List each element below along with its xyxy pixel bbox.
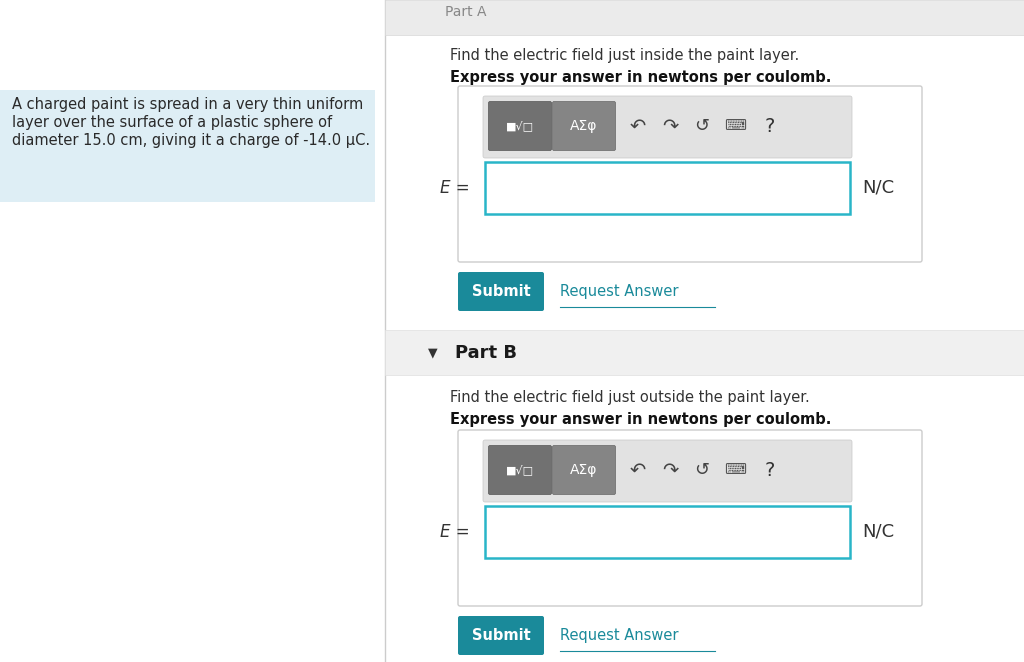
Text: layer over the surface of a plastic sphere of: layer over the surface of a plastic sphe… — [12, 115, 332, 130]
Text: ⌨: ⌨ — [724, 463, 746, 477]
Text: ■√□: ■√□ — [506, 465, 535, 475]
Text: E =: E = — [440, 523, 470, 541]
Text: Part B: Part B — [455, 344, 517, 361]
FancyBboxPatch shape — [458, 616, 544, 655]
FancyBboxPatch shape — [0, 90, 375, 202]
Text: ↺: ↺ — [694, 461, 710, 479]
Text: Request Answer: Request Answer — [560, 628, 679, 643]
Text: N/C: N/C — [862, 523, 894, 541]
Text: Part A: Part A — [445, 5, 486, 19]
Text: diameter 15.0 cm, giving it a charge of -14.0 μC.: diameter 15.0 cm, giving it a charge of … — [12, 133, 370, 148]
Text: Express your answer in newtons per coulomb.: Express your answer in newtons per coulo… — [450, 70, 831, 85]
Text: ↺: ↺ — [694, 117, 710, 135]
FancyBboxPatch shape — [385, 330, 1024, 375]
FancyBboxPatch shape — [458, 272, 544, 311]
Text: ?: ? — [765, 461, 775, 479]
Text: Find the electric field just inside the paint layer.: Find the electric field just inside the … — [450, 48, 800, 63]
Text: ΑΣφ: ΑΣφ — [570, 119, 598, 133]
FancyBboxPatch shape — [485, 162, 850, 214]
FancyBboxPatch shape — [458, 430, 922, 606]
FancyBboxPatch shape — [485, 506, 850, 558]
Text: Request Answer: Request Answer — [560, 284, 679, 299]
FancyBboxPatch shape — [488, 101, 552, 150]
Text: ↶: ↶ — [630, 461, 646, 479]
FancyBboxPatch shape — [488, 446, 552, 495]
Text: ⌨: ⌨ — [724, 118, 746, 134]
Text: ΑΣφ: ΑΣφ — [570, 463, 598, 477]
Text: ↷: ↷ — [662, 117, 678, 136]
Text: ↷: ↷ — [662, 461, 678, 479]
Text: Find the electric field just outside the paint layer.: Find the electric field just outside the… — [450, 390, 810, 405]
FancyBboxPatch shape — [385, 0, 1024, 35]
Text: ▼: ▼ — [428, 346, 438, 359]
Text: N/C: N/C — [862, 179, 894, 197]
FancyBboxPatch shape — [553, 446, 615, 495]
Text: ?: ? — [765, 117, 775, 136]
FancyBboxPatch shape — [483, 96, 852, 158]
FancyBboxPatch shape — [483, 440, 852, 502]
Text: ↶: ↶ — [630, 117, 646, 136]
Text: Submit: Submit — [472, 284, 530, 299]
Text: A charged paint is spread in a very thin uniform: A charged paint is spread in a very thin… — [12, 97, 364, 112]
Text: E =: E = — [440, 179, 470, 197]
Text: Submit: Submit — [472, 628, 530, 643]
FancyBboxPatch shape — [458, 86, 922, 262]
Text: ■√□: ■√□ — [506, 120, 535, 131]
FancyBboxPatch shape — [553, 101, 615, 150]
Text: Express your answer in newtons per coulomb.: Express your answer in newtons per coulo… — [450, 412, 831, 427]
